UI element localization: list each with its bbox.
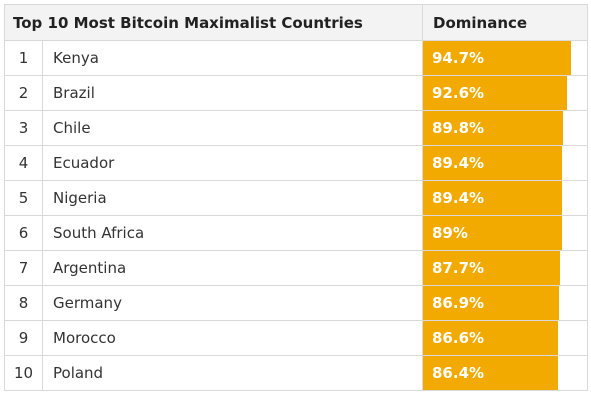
country-cell: Poland: [42, 355, 423, 391]
dominance-bar: [423, 146, 563, 180]
country-cell: Ecuador: [42, 145, 423, 181]
table-row: 7 Argentina 87.7%: [4, 250, 588, 286]
table-row: 10 Poland 86.4%: [4, 355, 588, 391]
dominance-label: 86.4%: [432, 364, 485, 382]
rank-cell: 7: [4, 250, 43, 286]
dominance-label: 89.4%: [432, 189, 485, 207]
rank-cell: 6: [4, 215, 43, 251]
dominance-label: 89.8%: [432, 119, 485, 137]
dominance-cell: 89.8%: [422, 110, 588, 146]
dominance-label: 89%: [432, 224, 468, 242]
country-cell: Kenya: [42, 40, 423, 76]
country-cell: Nigeria: [42, 180, 423, 216]
dominance-bar: [423, 41, 571, 75]
country-cell: Chile: [42, 110, 423, 146]
dominance-label: 86.6%: [432, 329, 485, 347]
rank-cell: 10: [4, 355, 43, 391]
rank-cell: 3: [4, 110, 43, 146]
dominance-header: Dominance: [422, 4, 588, 41]
dominance-bar: [423, 286, 559, 320]
dominance-table: Top 10 Most Bitcoin Maximalist Countries…: [4, 4, 588, 391]
country-cell: Germany: [42, 285, 423, 321]
rank-cell: 1: [4, 40, 43, 76]
dominance-cell: 89.4%: [422, 145, 588, 181]
country-cell: Brazil: [42, 75, 423, 111]
dominance-bar: [423, 111, 564, 145]
country-cell: Morocco: [42, 320, 423, 356]
table-row: 3 Chile 89.8%: [4, 110, 588, 146]
country-cell: Argentina: [42, 250, 423, 286]
dominance-cell: 89%: [422, 215, 588, 251]
dominance-bar: [423, 181, 563, 215]
dominance-label: 87.7%: [432, 259, 485, 277]
table-row: 1 Kenya 94.7%: [4, 40, 588, 76]
dominance-label: 94.7%: [432, 49, 485, 67]
dominance-label: 92.6%: [432, 84, 485, 102]
dominance-table-container: Top 10 Most Bitcoin Maximalist Countries…: [4, 4, 588, 391]
dominance-bar: [423, 321, 559, 355]
table-row: 2 Brazil 92.6%: [4, 75, 588, 111]
table-body: 1 Kenya 94.7% 2 Brazil 92.6% 3 Chile 89.8% 4 Ecuad…: [4, 40, 588, 391]
table-row: 5 Nigeria 89.4%: [4, 180, 588, 216]
rank-cell: 4: [4, 145, 43, 181]
table-row: 4 Ecuador 89.4%: [4, 145, 588, 181]
table-header-row: Top 10 Most Bitcoin Maximalist Countries…: [4, 4, 588, 41]
table-row: 6 South Africa 89%: [4, 215, 588, 251]
dominance-bar: [423, 251, 560, 285]
dominance-cell: 94.7%: [422, 40, 588, 76]
dominance-bar: [423, 356, 558, 390]
dominance-cell: 86.9%: [422, 285, 588, 321]
rank-cell: 5: [4, 180, 43, 216]
dominance-cell: 87.7%: [422, 250, 588, 286]
dominance-cell: 92.6%: [422, 75, 588, 111]
dominance-label: 86.9%: [432, 294, 485, 312]
dominance-cell: 89.4%: [422, 180, 588, 216]
rank-cell: 8: [4, 285, 43, 321]
table-row: 8 Germany 86.9%: [4, 285, 588, 321]
country-cell: South Africa: [42, 215, 423, 251]
table-row: 9 Morocco 86.6%: [4, 320, 588, 356]
dominance-bar: [423, 216, 562, 250]
dominance-bar: [423, 76, 568, 110]
rank-cell: 9: [4, 320, 43, 356]
dominance-cell: 86.4%: [422, 355, 588, 391]
table-title: Top 10 Most Bitcoin Maximalist Countries: [4, 4, 423, 41]
dominance-label: 89.4%: [432, 154, 485, 172]
dominance-cell: 86.6%: [422, 320, 588, 356]
rank-cell: 2: [4, 75, 43, 111]
